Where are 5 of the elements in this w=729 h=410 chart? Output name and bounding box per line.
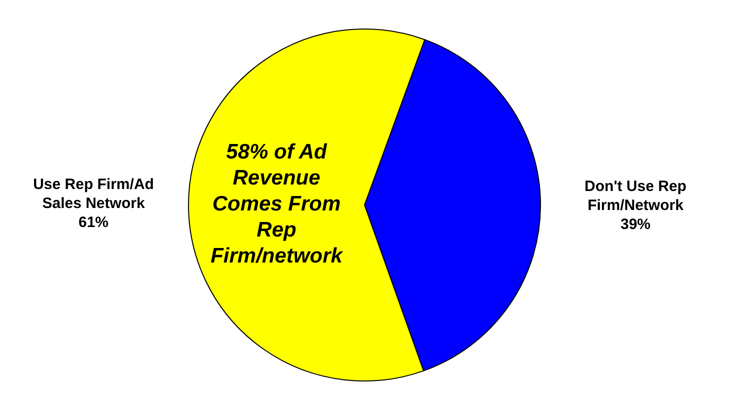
- slice-label: Use Rep Firm/Ad Sales Network: [33, 176, 154, 212]
- text: 58% of Ad Revenue Comes From Rep Firm/network: [210, 140, 344, 268]
- data-label: 61%: [78, 214, 109, 232]
- slice-label: Don't Use Rep Firm/Network: [584, 178, 686, 214]
- data-label: 39%: [620, 216, 651, 234]
